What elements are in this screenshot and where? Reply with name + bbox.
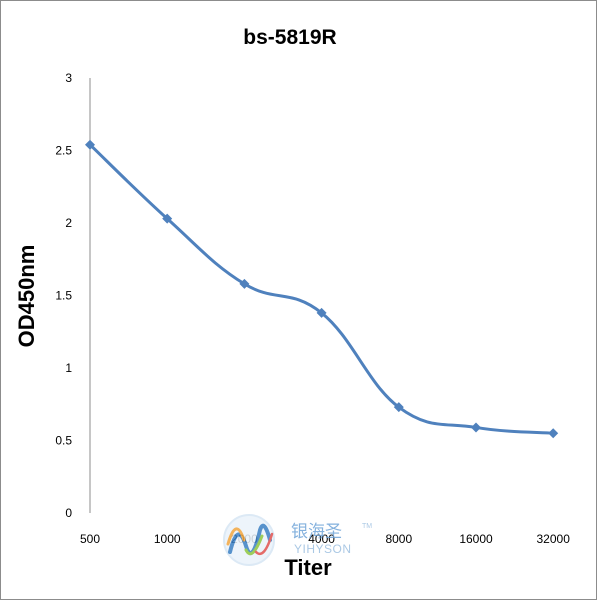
chart-title: bs-5819R [243,26,336,49]
series-markers [85,139,559,439]
data-point-marker [162,213,173,224]
yihyson-watermark-logo: 银海圣 YIHYSON TM [223,514,372,566]
x-tick-labels: 50010002000400080001600032000 [80,532,570,546]
logo-english-text: YIHYSON [294,542,352,556]
data-point-marker [393,402,404,413]
logo-wave-orange-icon [226,527,246,546]
x-axis-label: Titer [284,555,332,580]
y-tick-label: 2.5 [55,144,72,158]
logo-wave-green-icon [244,534,264,556]
data-point-marker [316,307,327,318]
logo-wave-red-icon [254,532,274,556]
series-line [88,143,555,435]
x-tick-label: 16000 [459,532,493,546]
x-tick-label: 32000 [537,532,571,546]
logo-circle-icon [223,514,275,566]
y-tick-label: 1 [65,361,72,375]
x-tick-label: 1000 [154,532,181,546]
y-tick-labels: 0 0.5 1 1.5 2 2.5 3 [55,71,72,520]
y-tick-label: 1.5 [55,289,72,303]
data-point-marker [85,139,95,150]
logo-trademark: TM [362,523,372,530]
data-point-marker [548,428,559,439]
y-axis-label: OD450nm [14,245,39,348]
data-point-marker [239,278,250,289]
y-tick-label: 0.5 [55,434,72,448]
data-point-marker [471,422,481,433]
y-tick-label: 3 [65,71,72,85]
x-tick-label: 4000 [308,532,335,546]
logo-chinese-text: 银海圣 [291,522,342,542]
y-tick-label: 0 [65,506,72,520]
x-tick-label: 8000 [385,532,412,546]
x-tick-label: 500 [80,532,100,546]
y-tick-label: 2 [65,216,72,230]
